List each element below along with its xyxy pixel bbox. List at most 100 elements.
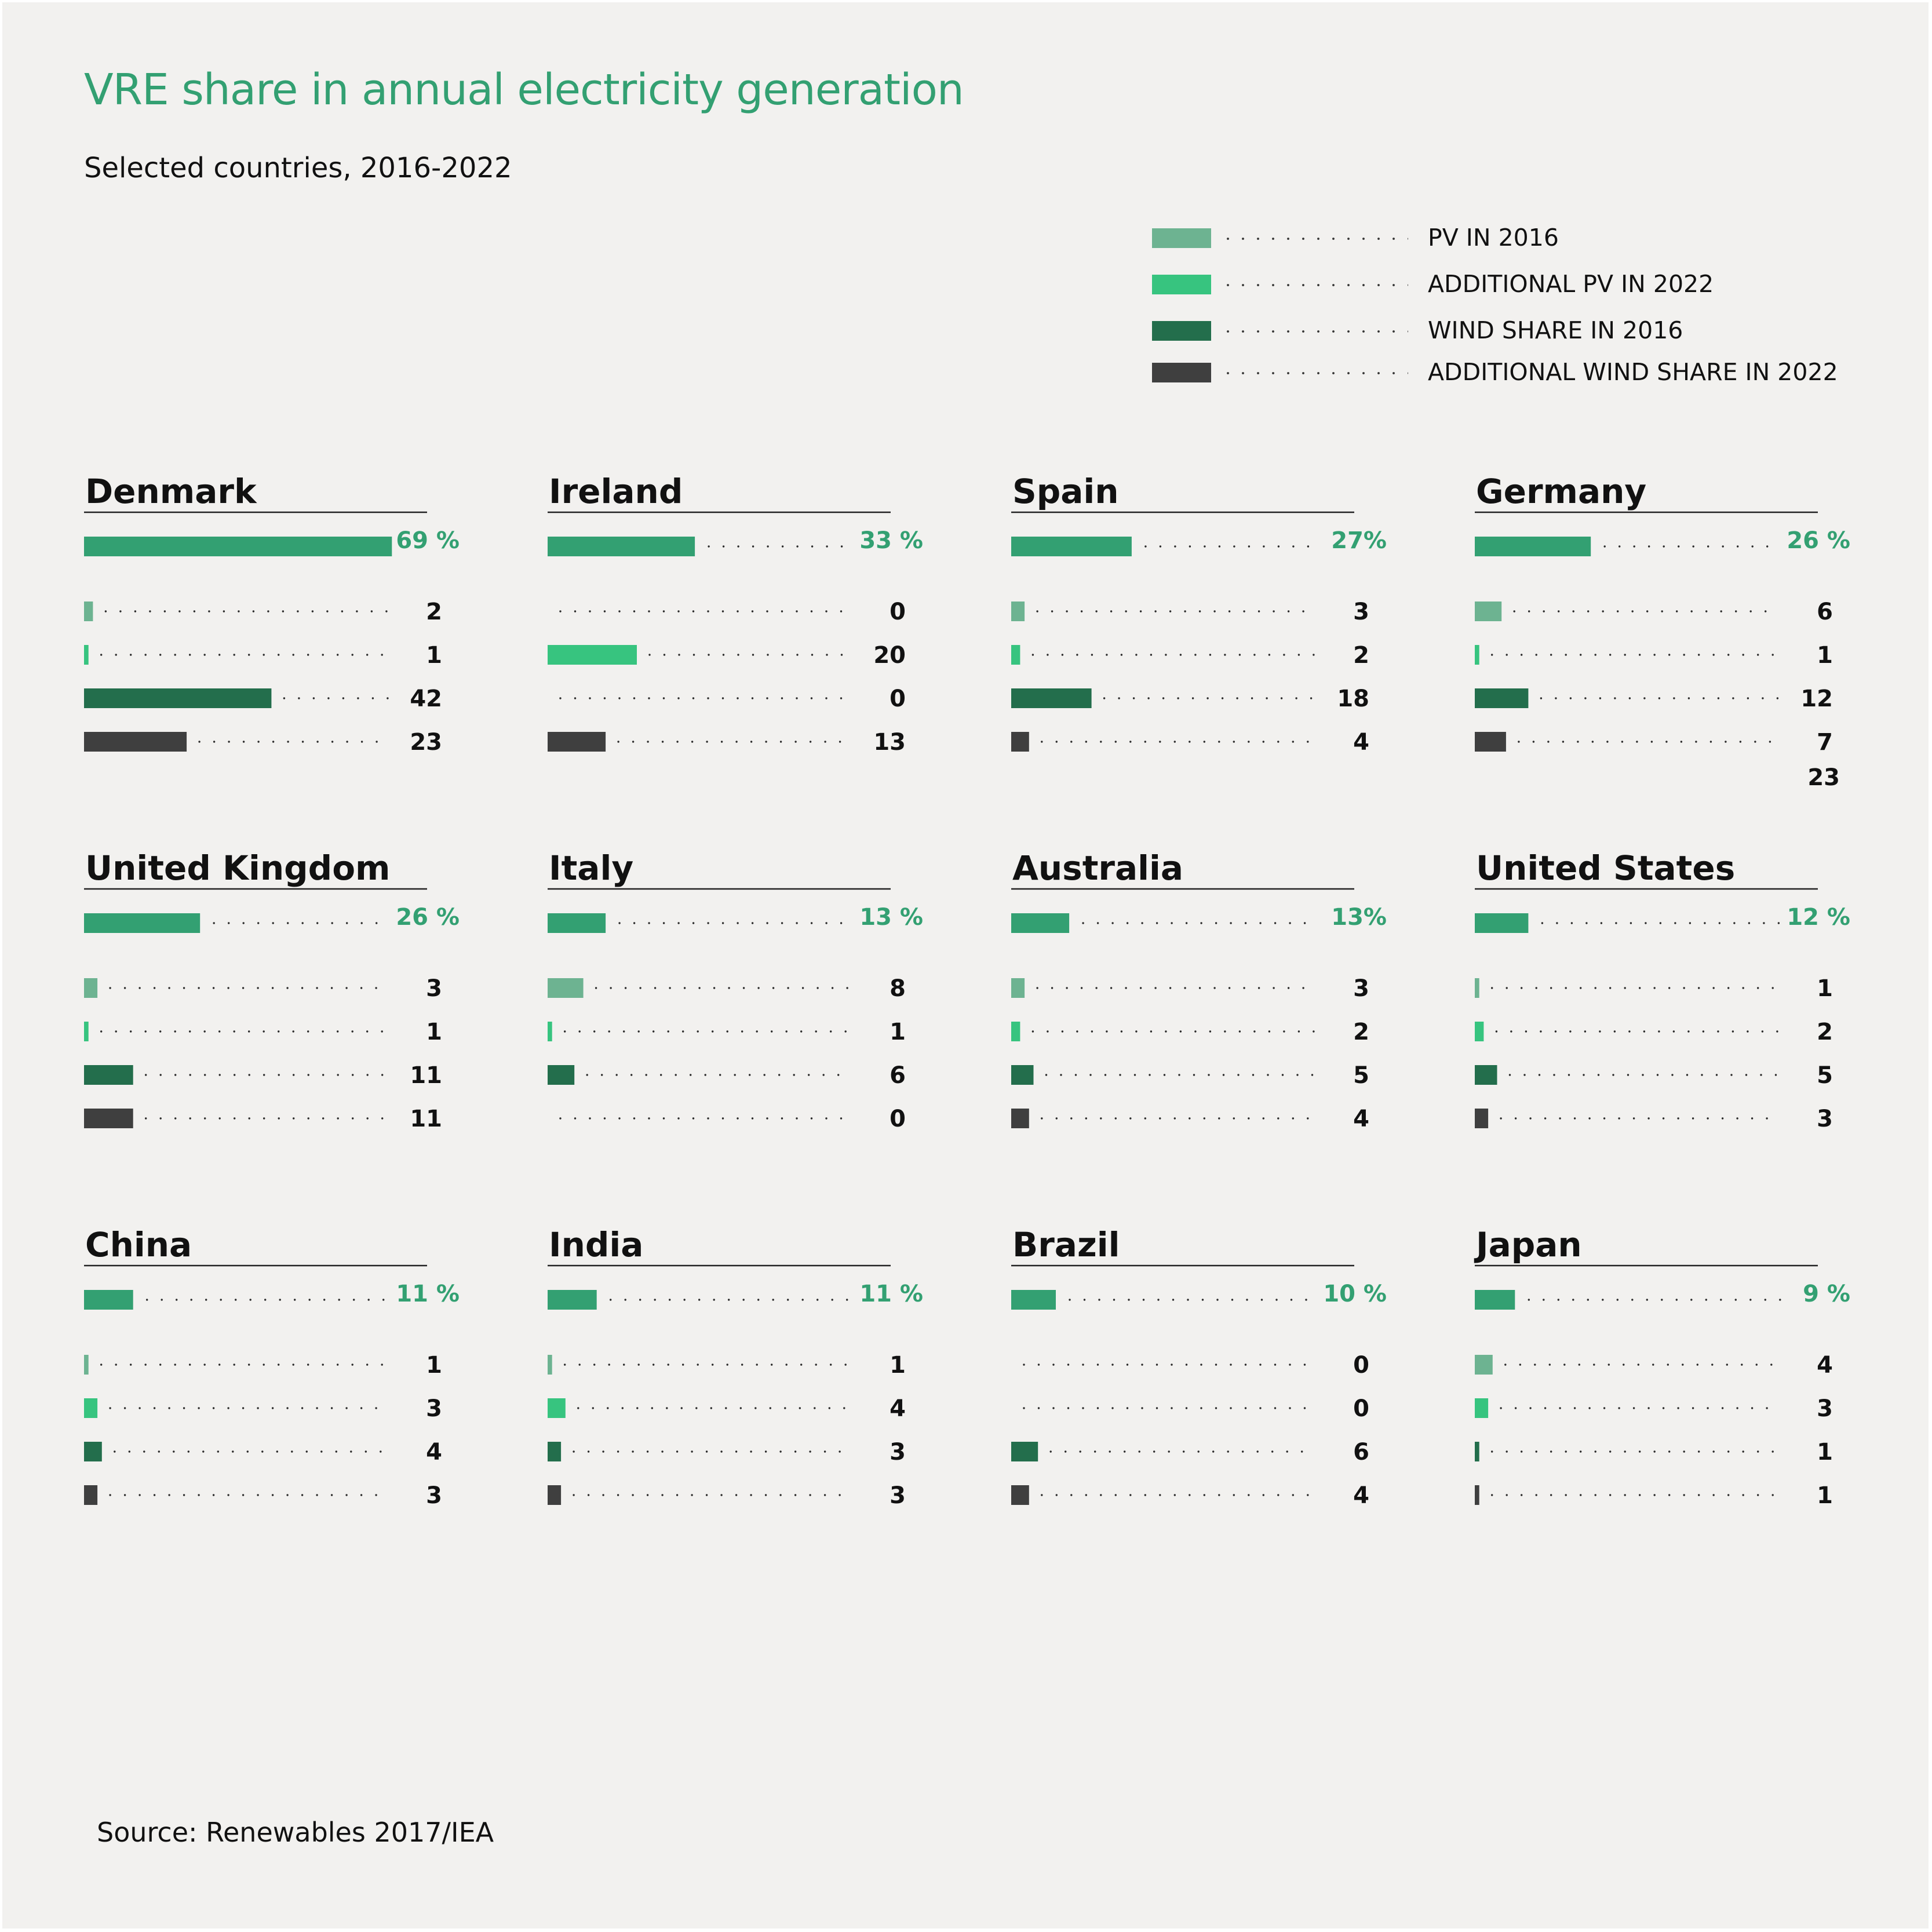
- bar-wind-2016: [1475, 1442, 1479, 1461]
- bar-additional-wind-2022: [548, 1485, 562, 1505]
- total-bar: [1011, 913, 1070, 933]
- country-panel-italy: Italy 13 % 8 1 6 0: [548, 848, 923, 1132]
- value-label-additional-wind-2022: 13: [873, 729, 906, 756]
- bar-wind-2016: [84, 1065, 133, 1085]
- value-label-wind-2016: 1: [1817, 1439, 1833, 1466]
- value-label-additional-pv-2022: 2: [1353, 1019, 1369, 1045]
- value-label-additional-wind-2022: 4: [1353, 1106, 1369, 1132]
- value-label-wind-2016: 6: [890, 1062, 906, 1089]
- bar-additional-pv-2022: [548, 1398, 566, 1418]
- total-value-label: 10 %: [1323, 1281, 1387, 1307]
- country-panel-germany: Germany 26 % 6 1 12 7 23: [1475, 472, 1850, 791]
- value-label-wind-2016: 42: [410, 686, 442, 712]
- value-label-pv-2016: 1: [890, 1352, 906, 1379]
- value-label-wind-2016: 6: [1353, 1439, 1369, 1466]
- value-label-additional-pv-2022: 2: [1817, 1019, 1833, 1045]
- legend-item-additional-pv-2022: ADDITIONAL PV IN 2022: [1152, 270, 1847, 298]
- value-label-additional-wind-2022: 4: [1353, 1482, 1369, 1509]
- country-name: Ireland: [549, 472, 683, 511]
- value-label-additional-wind-2022: 1: [1817, 1482, 1833, 1509]
- bar-pv-2016: [1011, 602, 1025, 621]
- total-bar: [548, 913, 606, 933]
- total-bar: [1475, 913, 1529, 933]
- total-bar: [1475, 537, 1591, 556]
- country-name: Australia: [1012, 848, 1183, 888]
- country-name: Spain: [1012, 472, 1119, 511]
- legend-label-additional-wind-2022: ADDITIONAL WIND SHARE IN 2022: [1428, 358, 1838, 386]
- value-label-wind-2016: 4: [426, 1439, 442, 1466]
- total-bar: [1011, 537, 1132, 556]
- total-value-label: 11 %: [859, 1281, 923, 1307]
- country-name: China: [85, 1225, 192, 1264]
- value-label-pv-2016: 0: [890, 599, 906, 625]
- value-label-pv-2016: 0: [1353, 1352, 1369, 1379]
- legend-item-pv-2016: PV IN 2016: [1152, 224, 1847, 251]
- bar-additional-wind-2022: [1475, 1109, 1489, 1128]
- value-label-additional-pv-2022: 1: [890, 1019, 906, 1045]
- value-label-additional-pv-2022: 3: [1817, 1395, 1833, 1422]
- total-bar: [84, 537, 392, 556]
- legend-item-additional-wind-2022: ADDITIONAL WIND SHARE IN 2022: [1152, 358, 1847, 386]
- bar-pv-2016: [84, 1355, 89, 1375]
- bar-wind-2016: [1475, 1065, 1497, 1085]
- bar-additional-pv-2022: [1475, 645, 1479, 665]
- value-label-additional-pv-2022: 2: [1353, 642, 1369, 669]
- chart-title: VRE share in annual electricity generati…: [84, 65, 964, 115]
- total-bar: [84, 913, 201, 933]
- bar-pv-2016: [1475, 602, 1502, 621]
- bar-wind-2016: [1011, 1065, 1034, 1085]
- bar-additional-pv-2022: [84, 1022, 89, 1041]
- country-name: Germany: [1476, 472, 1646, 511]
- total-value-label: 26 %: [1787, 527, 1850, 554]
- total-bar: [84, 1290, 133, 1310]
- bar-wind-2016: [1011, 1442, 1038, 1461]
- bar-additional-wind-2022: [1475, 732, 1506, 752]
- country-panel-japan: Japan 9 % 4 3 1 1: [1474, 1225, 1850, 1509]
- bar-additional-wind-2022: [84, 732, 187, 752]
- country-name: India: [549, 1225, 643, 1264]
- bar-wind-2016: [548, 1065, 575, 1085]
- value-label-additional-wind-2022: 7: [1817, 729, 1833, 756]
- legend-swatch-wind-2016: [1152, 321, 1211, 341]
- bar-additional-pv-2022: [1011, 1022, 1020, 1041]
- bar-pv-2016: [84, 602, 93, 621]
- value-label-wind-2016: 3: [890, 1439, 906, 1466]
- bar-wind-2016: [84, 688, 272, 708]
- total-value-label: 33 %: [859, 527, 923, 554]
- bar-wind-2016: [1475, 688, 1529, 708]
- bar-wind-2016: [84, 1442, 102, 1461]
- value-label-additional-wind-2022: 3: [1817, 1106, 1833, 1132]
- total-value-label: 26 %: [396, 904, 460, 931]
- country-panel-denmark: Denmark 69 % 2 1 42 23: [84, 472, 460, 756]
- country-panel-india: India 11 % 1 4 3 3: [548, 1225, 923, 1509]
- bar-pv-2016: [1011, 978, 1025, 998]
- bar-pv-2016: [548, 1355, 552, 1375]
- value-label-pv-2016: 3: [1353, 599, 1369, 625]
- value-label-pv-2016: 1: [1817, 975, 1833, 1002]
- bar-additional-pv-2022: [548, 645, 637, 665]
- total-bar: [1011, 1290, 1056, 1310]
- bar-pv-2016: [1475, 978, 1479, 998]
- value-label-additional-wind-2022: 0: [890, 1106, 906, 1132]
- total-value-label: 11 %: [396, 1281, 460, 1307]
- total-value-label: 13%: [1331, 904, 1387, 931]
- legend-label-wind-2016: WIND SHARE IN 2016: [1428, 316, 1683, 344]
- bar-additional-pv-2022: [1011, 645, 1020, 665]
- bar-additional-wind-2022: [1475, 1485, 1479, 1505]
- value-label-additional-pv-2022: 3: [426, 1395, 442, 1422]
- bar-additional-wind-2022: [1011, 732, 1029, 752]
- bar-pv-2016: [84, 978, 98, 998]
- total-value-label: 13 %: [859, 904, 923, 931]
- value-label-wind-2016: 18: [1337, 686, 1369, 712]
- value-label-wind-2016: 11: [410, 1062, 442, 1089]
- value-label-pv-2016: 1: [426, 1352, 442, 1379]
- value-label-additional-pv-2022: 1: [426, 1019, 442, 1045]
- bar-wind-2016: [1011, 688, 1092, 708]
- legend-leader-dots: [1220, 238, 1408, 240]
- value-label-additional-pv-2022: 4: [890, 1395, 906, 1422]
- country-panel-united-states: United States 12 % 1 2 5 3: [1475, 848, 1850, 1132]
- bar-additional-wind-2022: [1011, 1485, 1029, 1505]
